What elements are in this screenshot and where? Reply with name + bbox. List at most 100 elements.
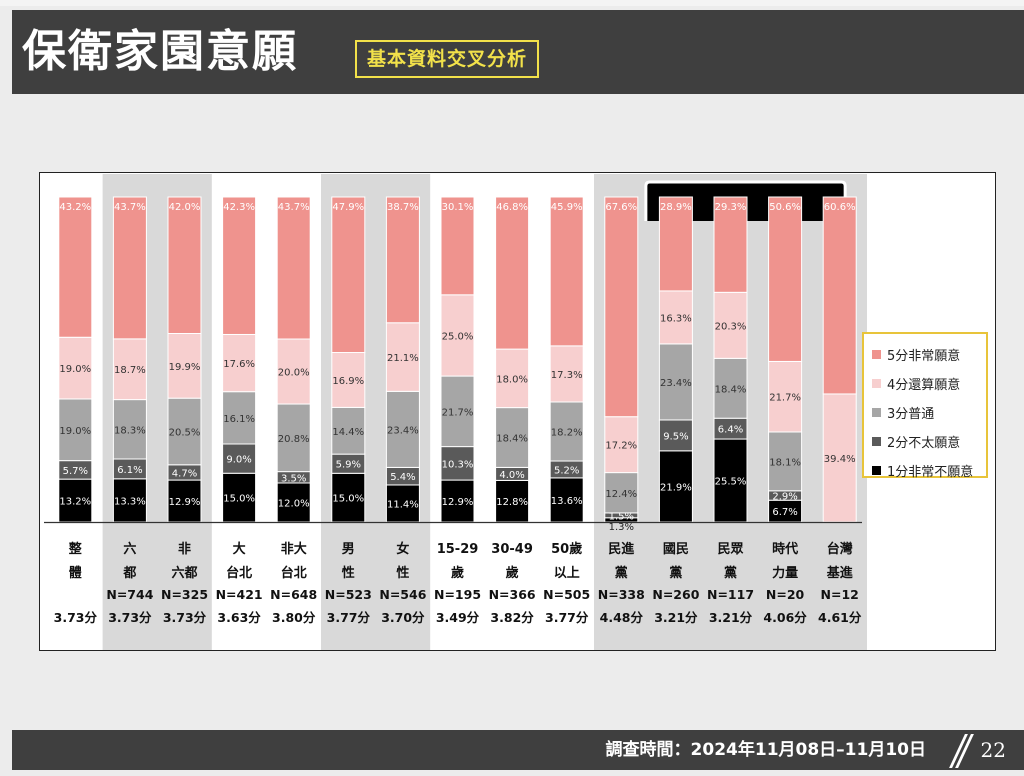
- bar-data-label: 20.0%: [278, 368, 310, 379]
- bar-data-label: 60.6%: [824, 202, 856, 213]
- legend-label: 2分不太願意: [887, 436, 961, 451]
- bar-data-label: 2.9%: [772, 492, 797, 503]
- bar-segment-s4: [495, 348, 530, 409]
- legend-item: 5分非常願意: [872, 340, 986, 369]
- bar-segment-s1: [58, 478, 93, 523]
- bar-segment-s3: [58, 398, 93, 462]
- category-label-line1: 50歲: [551, 541, 582, 557]
- bar-data-label: 4.0%: [499, 470, 524, 481]
- bar-segment-s5: [222, 196, 257, 335]
- bar-data-label: 19.0%: [59, 364, 91, 375]
- bar-data-label: 4.7%: [172, 468, 197, 479]
- bar-segment-s3: [604, 472, 639, 514]
- bar-data-label: 19.0%: [59, 426, 91, 437]
- category-mean-score: 4.48分: [600, 610, 644, 625]
- bar-data-label: 47.9%: [332, 202, 364, 213]
- bar-segment-s5: [822, 196, 857, 395]
- bar-data-label: 25.5%: [715, 477, 747, 488]
- bar-data-label: 16.1%: [223, 414, 255, 425]
- bar-data-label: 12.0%: [278, 499, 310, 510]
- bar-data-label: 1.5%: [609, 511, 634, 522]
- slide-title: 保衛家園意願: [22, 26, 298, 77]
- bar-data-label: 6.7%: [772, 507, 797, 518]
- category-mean-score: 3.49分: [436, 610, 480, 625]
- slide-header: 保衛家園意願 基本資料交叉分析: [12, 10, 1024, 94]
- bar-segment-s4: [222, 333, 257, 393]
- legend-label: 3分普通: [887, 407, 935, 422]
- category-mean-score: 3.70分: [381, 610, 425, 625]
- category-label-line1: 30-49: [491, 542, 533, 557]
- bar-segment-s4: [276, 338, 311, 405]
- bar-data-label: 15.0%: [223, 494, 255, 505]
- category-label-line2: 台北: [226, 565, 252, 581]
- category-label-line1: 六: [123, 541, 136, 557]
- category-label-line2: 都: [122, 565, 136, 581]
- legend-swatch: [872, 408, 881, 417]
- slide-footer: 調查時間：2024年11月08日–11月10日 22: [12, 730, 1024, 770]
- category-sample-size: N=744: [106, 587, 153, 602]
- page-number: 22: [980, 738, 1006, 762]
- bar-segment-s4: [112, 338, 147, 401]
- category-sample-size: N=366: [489, 587, 536, 602]
- bar-segment-s5: [167, 196, 202, 334]
- bar-data-label: 38.7%: [387, 202, 419, 213]
- bar-segment-s5: [112, 196, 147, 340]
- category-sample-size: N=12: [821, 587, 859, 602]
- category-label-line1: 時代: [772, 541, 798, 557]
- category-label-line2: 六都: [171, 565, 197, 581]
- category-sample-size: N=325: [161, 587, 208, 602]
- bar-data-label: 18.1%: [769, 457, 801, 468]
- bar-segment-s5: [768, 196, 803, 362]
- bar-data-label: 9.5%: [663, 431, 688, 442]
- bar-data-label: 5.2%: [554, 465, 579, 476]
- bar-data-label: 45.9%: [551, 202, 583, 213]
- bar-segment-s1: [713, 438, 748, 523]
- category-label-line2: 黨: [669, 565, 682, 581]
- bar-segment-s5: [658, 196, 693, 292]
- bar-segment-s5: [440, 196, 475, 296]
- bar-segment-s3: [549, 401, 584, 462]
- bar-segment-s5: [604, 196, 639, 418]
- bar-data-label: 11.4%: [387, 499, 419, 510]
- category-label-line2: 以上: [554, 566, 580, 581]
- bar-data-label: 9.0%: [226, 455, 251, 466]
- category-label-line2: 基進: [826, 565, 853, 581]
- bar-data-label: 20.8%: [278, 434, 310, 445]
- bar-data-label: 21.9%: [660, 482, 692, 493]
- bar-segment-s3: [713, 357, 748, 419]
- bar-data-label: 18.2%: [551, 428, 583, 439]
- legend-swatch: [872, 466, 881, 475]
- category-mean-score: 3.77分: [327, 610, 371, 625]
- bar-segment-s2: [440, 446, 475, 481]
- category-sample-size: N=505: [543, 587, 590, 602]
- bar-data-label: 42.3%: [223, 202, 255, 213]
- legend-swatch: [872, 350, 881, 359]
- bar-data-label: 16.3%: [660, 313, 692, 324]
- bar-segment-s4: [440, 294, 475, 377]
- category-label-line2: 體: [69, 565, 82, 581]
- bar-data-label: 18.4%: [715, 384, 747, 395]
- category-mean-score: 4.61分: [818, 610, 862, 625]
- category-label-line1: 大: [233, 541, 246, 557]
- bar-segment-s2: [222, 443, 257, 474]
- legend-label: 4分還算願意: [887, 378, 961, 393]
- category-mean-score: 3.21分: [709, 610, 753, 625]
- bar-data-label: 5.4%: [390, 472, 415, 483]
- bar-data-label: 43.7%: [114, 202, 146, 213]
- category-mean-score: 4.06分: [763, 610, 807, 625]
- category-sample-size: N=338: [598, 587, 645, 602]
- bar-data-label: 39.4%: [824, 454, 856, 465]
- bar-segment-s5: [385, 196, 420, 324]
- bar-data-label: 46.8%: [496, 202, 528, 213]
- bar-data-label: 29.3%: [715, 202, 747, 213]
- bar-data-label: 17.3%: [551, 370, 583, 381]
- category-label-line2: 歲: [451, 565, 464, 581]
- bar-data-label: 23.4%: [387, 425, 419, 436]
- bar-data-label: 12.9%: [442, 497, 474, 508]
- bar-segment-s3: [112, 399, 147, 460]
- bar-segment-s5: [495, 196, 530, 350]
- bar-data-label: 17.6%: [223, 359, 255, 370]
- bar-data-label: 28.9%: [660, 202, 692, 213]
- category-label-line1: 男: [342, 542, 355, 557]
